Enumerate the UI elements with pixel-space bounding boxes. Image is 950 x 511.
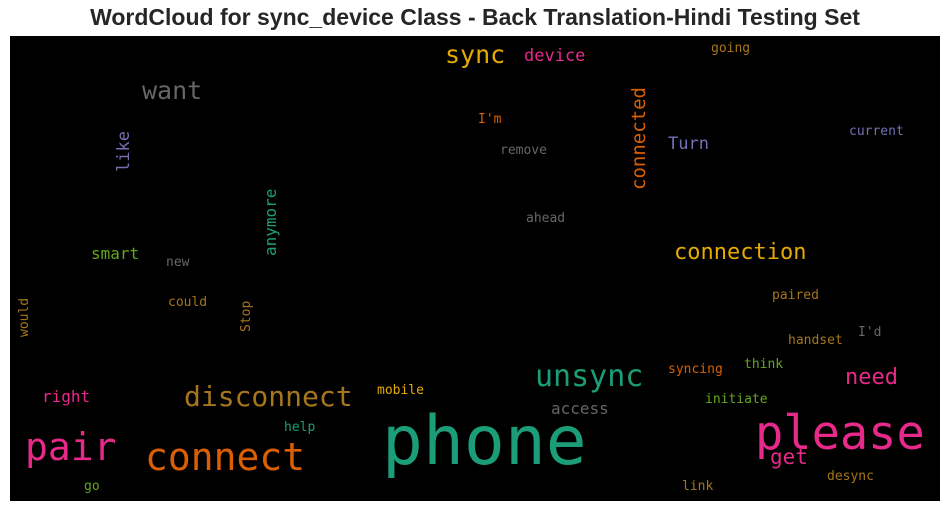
word-syncing: syncing [668, 362, 723, 377]
wordcloud-canvas: phone please connect pair unsync disconnect wa… [10, 36, 940, 501]
word-device: device [524, 46, 586, 66]
word-anymore: anymore [261, 188, 280, 256]
word-help: help [284, 420, 316, 435]
word-need: need [845, 365, 898, 390]
word-pair: pair [25, 425, 117, 469]
word-stop: Stop [239, 300, 254, 332]
word-smart: smart [91, 244, 140, 263]
word-new: new [166, 255, 190, 270]
word-right: right [42, 387, 91, 406]
word-remove: remove [500, 143, 547, 158]
word-think: think [744, 357, 784, 372]
word-turn: Turn [668, 134, 709, 154]
word-go: go [84, 479, 100, 494]
word-connect: connect [145, 435, 306, 479]
word-mobile: mobile [377, 383, 424, 398]
word-i-d: I'd [858, 325, 882, 340]
word-like: like [114, 131, 134, 172]
word-initiate: initiate [705, 392, 768, 407]
word-connected: connected [628, 87, 650, 190]
word-unsync: unsync [535, 359, 644, 394]
word-please: please [755, 406, 925, 461]
word-current: current [849, 124, 904, 139]
word-disconnect: disconnect [184, 380, 353, 413]
word-want: want [142, 76, 203, 105]
word-connection: connection [674, 240, 807, 265]
chart-title: WordCloud for sync_device Class - Back T… [90, 4, 860, 30]
word-paired: paired [772, 288, 819, 303]
word-access: access [551, 399, 609, 418]
word-going: going [711, 41, 751, 56]
word-link: link [682, 479, 714, 494]
word-could: could [168, 295, 208, 310]
word-would: would [17, 297, 32, 337]
word-phone: phone [382, 402, 587, 481]
word-sync: sync [445, 40, 506, 69]
word-i-m: I'm [478, 112, 502, 127]
word-desync: desync [827, 469, 874, 484]
word-handset: handset [788, 333, 843, 348]
word-get: get [770, 445, 808, 469]
word-ahead: ahead [526, 211, 566, 226]
